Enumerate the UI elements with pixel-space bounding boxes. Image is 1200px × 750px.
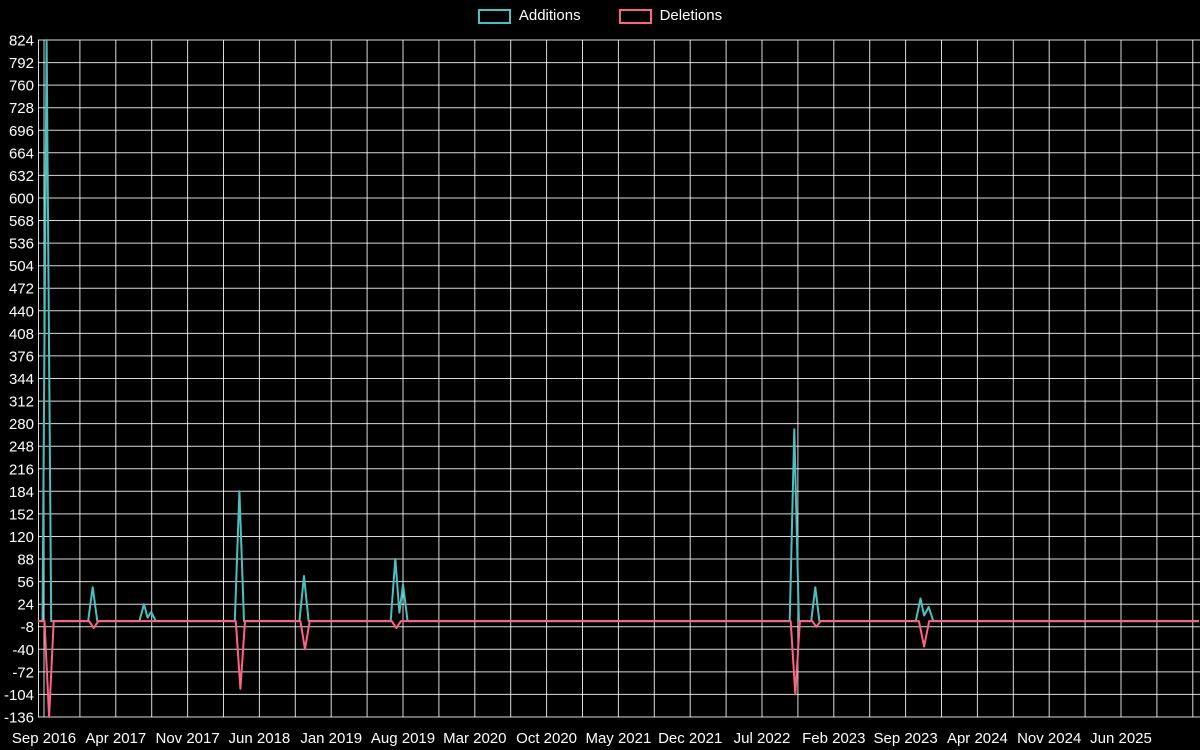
y-tick-label: 760: [9, 78, 34, 95]
y-tick-label: 472: [9, 281, 34, 298]
y-tick-label: 568: [9, 213, 34, 230]
legend: Additions Deletions: [0, 7, 1200, 25]
deletions-swatch-icon: [618, 8, 652, 24]
y-tick-label: 728: [9, 100, 34, 117]
additions-swatch-icon: [477, 8, 511, 24]
y-tick-label: 152: [9, 506, 34, 523]
y-tick-label: 536: [9, 236, 34, 253]
x-tick-label: Oct 2020: [516, 730, 577, 747]
y-tick-label: 184: [9, 484, 34, 501]
x-tick-label: Aug 2019: [371, 730, 435, 747]
y-tick-label: 696: [9, 123, 34, 140]
y-tick-label: 408: [9, 326, 34, 343]
x-tick-label: Sep 2016: [12, 730, 76, 747]
y-tick-label: 344: [9, 371, 34, 388]
x-tick-label: Feb 2023: [802, 730, 865, 747]
y-tick-label: 88: [17, 552, 34, 569]
y-tick-label: 280: [9, 416, 34, 433]
y-tick-label: 632: [9, 168, 34, 185]
legend-item-additions[interactable]: Additions: [477, 7, 581, 25]
x-tick-label: Jun 2025: [1090, 730, 1152, 747]
x-tick-label: Mar 2020: [443, 730, 506, 747]
legend-label-deletions: Deletions: [659, 7, 723, 24]
x-tick-label: Jul 2022: [734, 730, 791, 747]
y-tick-label: -40: [12, 642, 34, 659]
y-tick-label: 600: [9, 191, 34, 208]
y-tick-label: 24: [17, 597, 34, 614]
y-tick-label: 216: [9, 461, 34, 478]
y-tick-label: 824: [9, 33, 34, 50]
y-tick-label: 440: [9, 303, 34, 320]
x-tick-label: Dec 2021: [658, 730, 722, 747]
x-tick-label: May 2021: [585, 730, 651, 747]
y-tick-label: 56: [17, 574, 34, 591]
y-tick-label: 120: [9, 529, 34, 546]
y-tick-label: 376: [9, 348, 34, 365]
y-tick-label: 792: [9, 55, 34, 72]
y-tick-label: 504: [9, 258, 34, 275]
legend-item-deletions[interactable]: Deletions: [618, 7, 723, 25]
y-tick-label: -8: [21, 619, 34, 636]
x-tick-label: Jun 2018: [229, 730, 291, 747]
legend-label-additions: Additions: [518, 7, 581, 24]
y-tick-label: 664: [9, 145, 34, 162]
series-line-deletions: [37, 620, 1199, 718]
x-tick-label: Nov 2017: [155, 730, 219, 747]
x-tick-label: Apr 2024: [947, 730, 1008, 747]
y-tick-label: -72: [12, 664, 34, 681]
x-tick-label: Sep 2023: [873, 730, 937, 747]
y-tick-label: -136: [4, 710, 34, 727]
y-tick-label: 248: [9, 439, 34, 456]
x-tick-label: Apr 2017: [85, 730, 146, 747]
y-tick-label: -104: [4, 687, 34, 704]
x-tick-label: Nov 2024: [1017, 730, 1081, 747]
y-tick-label: 312: [9, 394, 34, 411]
x-tick-label: Jan 2019: [300, 730, 362, 747]
